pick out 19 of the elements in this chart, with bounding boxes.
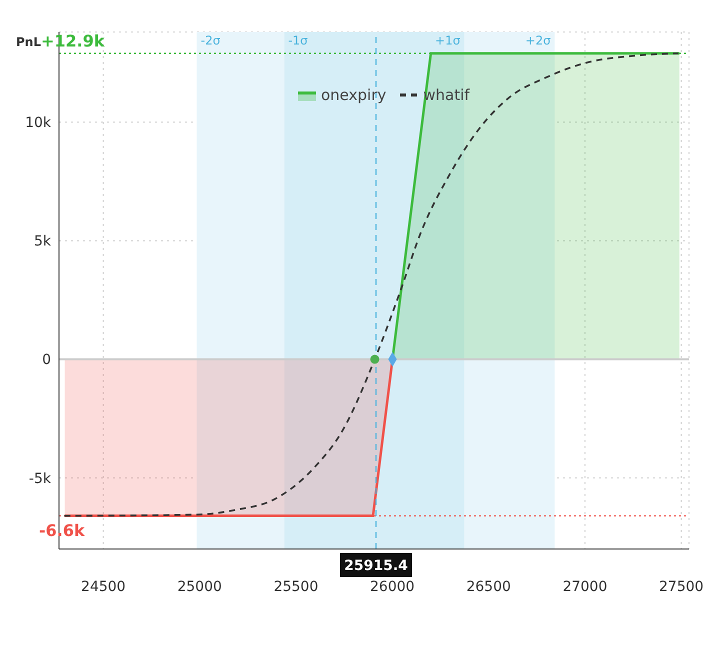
x-tick-label: 27000 [562,578,608,595]
y-axis-title: PnL [16,35,42,49]
legend-label: onexpiry [321,86,386,104]
band-label: +2σ [525,34,552,48]
x-tick-label: 26000 [370,578,415,595]
line-series [63,52,680,517]
x-tick-label: 27500 [659,578,704,595]
x-tick-label: 26500 [466,578,511,595]
y-tick-label: 5k [34,234,52,250]
y-tick-label: 0 [42,352,51,368]
y-tick-label: 10k [25,115,52,132]
band-label: +1σ [435,34,461,48]
band-label: -2σ [200,34,221,48]
ref-line-label: 25915.4 [344,558,408,574]
x-tick-label: 25000 [177,578,222,595]
band-label: -1σ [288,34,308,48]
y-tick-label: -5k [28,470,52,487]
x-tick-label: 24500 [81,578,126,595]
x-tick-label: 25500 [274,578,318,595]
